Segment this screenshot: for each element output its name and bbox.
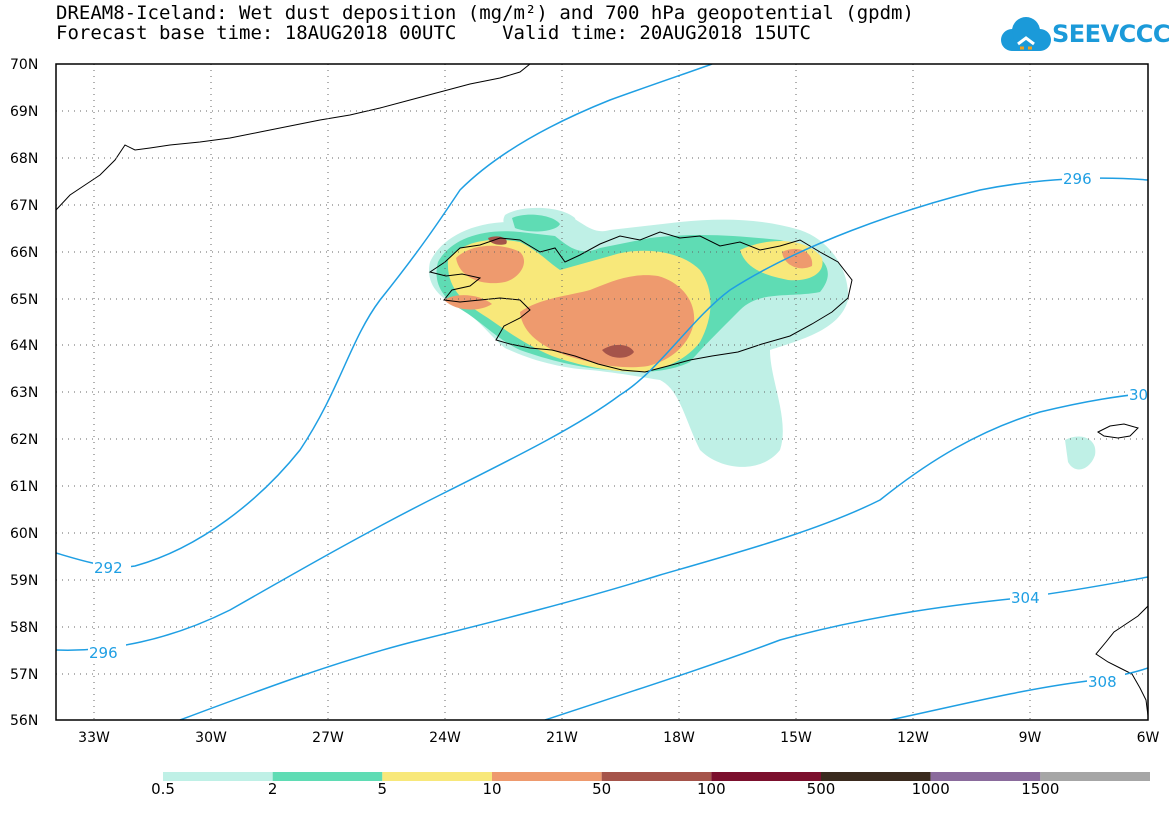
cloud-icon bbox=[1001, 17, 1051, 51]
contour-296 bbox=[56, 177, 1148, 651]
contour-304 bbox=[544, 576, 1148, 720]
coastlines bbox=[56, 64, 1148, 717]
greenland-coastline bbox=[56, 64, 531, 211]
contour-label-292: 292 bbox=[94, 559, 123, 577]
legend-level-label: 50 bbox=[592, 780, 612, 798]
lat-label: 62N bbox=[10, 432, 38, 448]
contour-292 bbox=[56, 64, 713, 568]
lon-label: 30W bbox=[195, 730, 227, 746]
contour-308 bbox=[889, 667, 1148, 720]
lon-label: 12W bbox=[897, 730, 929, 746]
lat-label: 69N bbox=[10, 104, 38, 120]
dust-level-10-west bbox=[444, 295, 492, 310]
dust-level-10-east bbox=[782, 248, 813, 269]
graticule bbox=[56, 64, 1148, 720]
legend-level-label: 1000 bbox=[911, 780, 950, 798]
lat-label: 65N bbox=[10, 292, 38, 308]
legend-swatch bbox=[163, 772, 273, 781]
lon-label: 6W bbox=[1137, 730, 1160, 746]
lat-label: 57N bbox=[10, 667, 38, 683]
legend-level-label: 100 bbox=[697, 780, 726, 798]
legend-swatch bbox=[272, 772, 383, 781]
legend-swatch bbox=[711, 772, 821, 781]
contour-label-308: 308 bbox=[1088, 673, 1117, 691]
lat-label: 56N bbox=[10, 713, 38, 729]
dust-level-10 bbox=[456, 245, 525, 284]
lat-label: 64N bbox=[10, 338, 38, 354]
lat-label: 66N bbox=[10, 245, 38, 261]
map-title: DREAM8-Iceland: Wet dust deposition (mg/… bbox=[56, 2, 914, 24]
faroe-coastline bbox=[1097, 423, 1139, 439]
forecast-time-info: Forecast base time: 18AUG2018 00UTC Vali… bbox=[56, 22, 811, 44]
lat-label: 61N bbox=[10, 479, 38, 495]
seevccc-logo-text: SEEVCCC bbox=[1052, 20, 1171, 48]
iceland-coastline bbox=[428, 231, 853, 373]
longitude-labels: 33W 30W 27W 24W 21W 18W 15W 12W 9W 6W bbox=[78, 730, 1159, 746]
contour-labels: 292 296 296 30 304 308 bbox=[88, 169, 1148, 691]
contour-label-300: 30 bbox=[1129, 386, 1148, 404]
lat-label: 63N bbox=[10, 385, 38, 401]
legend-swatch bbox=[601, 772, 712, 781]
lon-label: 18W bbox=[663, 730, 695, 746]
geopotential-contours bbox=[56, 64, 1148, 720]
dust-level-10-central bbox=[520, 275, 695, 368]
legend-swatch bbox=[1040, 772, 1150, 781]
dust-level-2-north bbox=[512, 214, 560, 232]
legend-level-label: 5 bbox=[377, 780, 388, 798]
contour-label-296-west: 296 bbox=[89, 644, 118, 662]
legend-color-bar bbox=[163, 772, 1150, 781]
lat-label: 59N bbox=[10, 573, 38, 589]
map-area: 292 296 296 30 304 308 70N 69N 68N 67N 6… bbox=[10, 57, 1160, 746]
map-frame bbox=[55, 63, 1149, 721]
legend-level-label: 1500 bbox=[1021, 780, 1060, 798]
lon-label: 24W bbox=[429, 730, 461, 746]
color-legend: 0.5 2 5 10 50 100 500 1000 1500 bbox=[0, 760, 1175, 815]
lat-label: 68N bbox=[10, 151, 38, 167]
seevccc-logo bbox=[1001, 17, 1051, 51]
dust-level-0.5-faroe bbox=[1065, 436, 1096, 470]
lat-label: 70N bbox=[10, 57, 38, 73]
contour-300 bbox=[179, 392, 1148, 720]
legend-level-label: 0.5 bbox=[151, 780, 175, 798]
lat-label: 58N bbox=[10, 620, 38, 636]
contour-label-304: 304 bbox=[1011, 589, 1040, 607]
lat-label: 60N bbox=[10, 526, 38, 542]
lon-label: 15W bbox=[780, 730, 812, 746]
scotland-coastline bbox=[1095, 605, 1148, 717]
contour-label-296-east: 296 bbox=[1063, 170, 1092, 188]
dust-deposition-field bbox=[429, 207, 1096, 470]
legend-swatch bbox=[382, 772, 492, 781]
lon-label: 21W bbox=[546, 730, 578, 746]
legend-level-label: 500 bbox=[806, 780, 836, 798]
legend-swatch bbox=[930, 772, 1041, 781]
legend-swatch bbox=[492, 772, 602, 781]
lat-label: 67N bbox=[10, 198, 38, 214]
lon-label: 33W bbox=[78, 730, 110, 746]
legend-level-label: 10 bbox=[482, 780, 502, 798]
lon-label: 27W bbox=[312, 730, 344, 746]
legend-level-label: 2 bbox=[267, 780, 278, 798]
legend-swatch bbox=[821, 772, 931, 781]
lon-label: 9W bbox=[1019, 730, 1042, 746]
latitude-labels: 70N 69N 68N 67N 66N 65N 64N 63N 62N 61N … bbox=[10, 57, 38, 729]
dust-level-50 bbox=[602, 344, 634, 358]
